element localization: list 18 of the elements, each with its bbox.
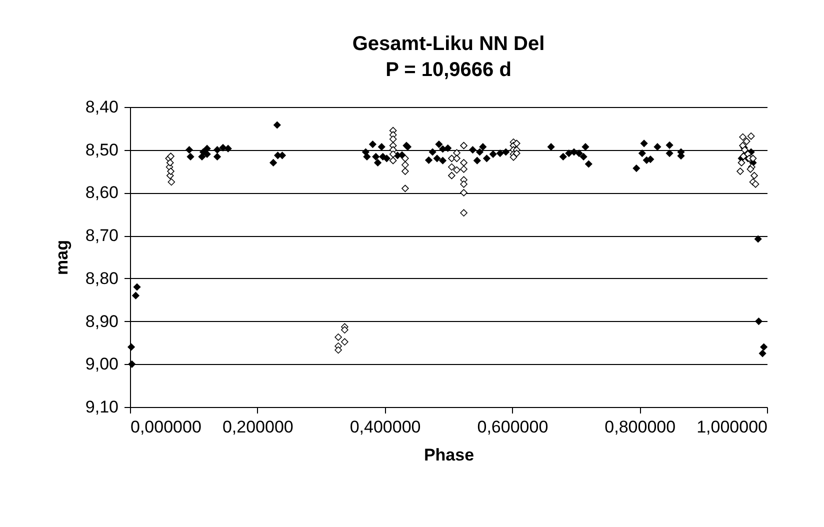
x-tick-label: 1,000000 [696,418,768,436]
y-tick-label: 9,10 [85,398,118,416]
chart-subtitle: P = 10,9666 d [386,59,512,81]
y-tick-label: 8,60 [85,183,118,202]
x-axis-title: Phase [424,446,474,464]
y-tick-label: 9,00 [85,354,118,374]
y-tick-label: 8,70 [85,226,118,246]
chart-title: Gesamt-Liku NN Del [352,33,545,55]
x-tick-label: 0,800000 [604,418,676,436]
y-tick-label: 8,90 [85,312,118,331]
x-tick-label: 0,600000 [477,418,548,436]
y-tick-label: 8,50 [85,140,118,160]
y-axis-title: mag [52,240,72,275]
y-tick-label: 8,40 [85,98,118,116]
y-tick-label: 8,80 [85,268,118,288]
x-tick-label: 0,400000 [350,418,421,436]
x-tick-label: 0,000000 [130,418,202,436]
x-tick-label: 0,200000 [222,418,294,436]
